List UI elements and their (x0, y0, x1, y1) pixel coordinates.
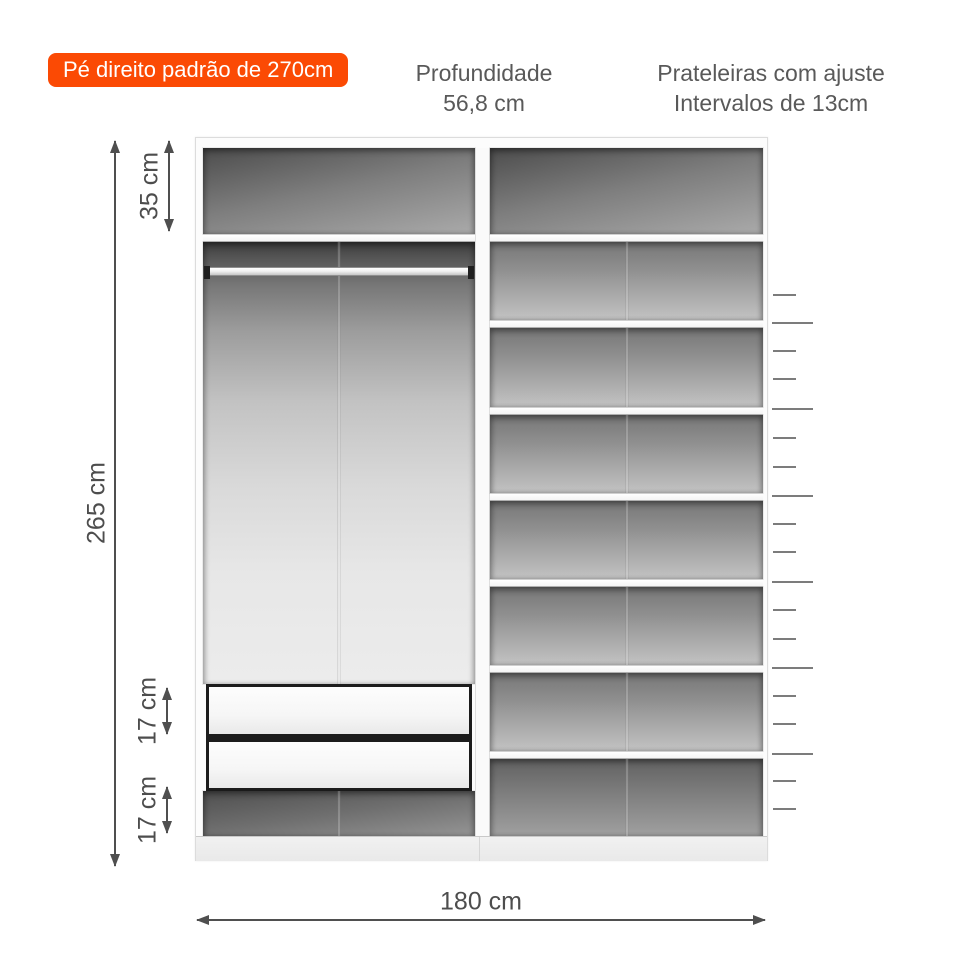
total-height-arrow (114, 141, 116, 866)
total-width-arrow (197, 919, 765, 921)
shelf-interval-tick-long (772, 667, 813, 669)
left-bottom-compartment (203, 791, 475, 836)
shelf-interval-tick-long (772, 495, 813, 497)
shelf-interval-tick-short (773, 723, 796, 725)
drawer-height-arrow (166, 688, 168, 734)
right-compartment (490, 587, 763, 665)
left-fixed-shelf (203, 234, 475, 242)
depth-annotation-title: Profundidade (415, 60, 553, 86)
adjustable-shelf (490, 407, 763, 415)
center-divider-panel (475, 148, 490, 836)
base-seam (479, 837, 480, 861)
right-compartment (490, 328, 763, 407)
shelf-interval-tick-short (773, 695, 796, 697)
top-compartment-arrow (168, 141, 170, 231)
adjustable-shelf (490, 320, 763, 328)
shelf-interval-tick-short (773, 294, 796, 296)
shelf-interval-tick-short (773, 551, 796, 553)
adjustable-shelves-value: Intervalos de 13cm (673, 90, 869, 116)
right-section (490, 138, 763, 862)
shelf-interval-tick-long (772, 753, 813, 755)
shelf-interval-tick-short (773, 808, 796, 810)
right-compartment (490, 673, 763, 751)
shelf-interval-tick-short (773, 638, 796, 640)
shelf-interval-tick-long (772, 408, 813, 410)
shelf-interval-tick-long (772, 322, 813, 324)
right-compartment (490, 501, 763, 579)
hanging-rod (204, 266, 474, 279)
hanging-rod-end-left (204, 266, 210, 279)
right-compartment (490, 148, 763, 234)
left-hanging-compartment (203, 242, 475, 684)
top-compartment-label: 35 cm (135, 151, 164, 221)
adjustable-shelf (490, 751, 763, 759)
shelf-interval-tick-short (773, 780, 796, 782)
wardrobe-front-view (195, 137, 768, 861)
shelf-interval-tick-short (773, 523, 796, 525)
shelf-interval-tick-short (773, 609, 796, 611)
right-compartment (490, 242, 763, 320)
adjustable-shelf (490, 579, 763, 587)
bottom-compartment-arrow (166, 787, 168, 833)
adjustable-shelf (490, 493, 763, 501)
bottom-compartment-label: 17 cm (133, 775, 162, 845)
hanging-rod-end-right (468, 266, 474, 279)
shelf-interval-tick-short (773, 378, 796, 380)
left-top-compartment (203, 148, 475, 234)
depth-annotation: Profundidade 56,8 cm (416, 58, 553, 118)
adjustable-shelf (490, 234, 763, 242)
adjustable-shelves-title: Prateleiras com ajuste (657, 60, 885, 86)
adjustable-shelf (490, 665, 763, 673)
shelf-interval-tick-short (773, 350, 796, 352)
depth-annotation-value: 56,8 cm (443, 90, 525, 116)
total-width-label: 180 cm (440, 887, 522, 916)
drawer-height-label: 17 cm (133, 676, 162, 746)
right-compartment (490, 759, 763, 836)
drawer-top (209, 687, 469, 734)
shelf-interval-tick-short (773, 437, 796, 439)
shelf-interval-tick-long (772, 581, 813, 583)
drawer-unit (206, 684, 472, 791)
ceiling-height-badge: Pé direito padrão de 270cm (48, 53, 349, 87)
adjustable-shelves-annotation: Prateleiras com ajuste Intervalos de 13c… (657, 58, 885, 118)
drawer-bottom (209, 741, 469, 788)
shelf-interval-tick-short (773, 466, 796, 468)
hanging-rod-bar (209, 267, 469, 276)
wardrobe-base (196, 836, 767, 861)
right-compartment (490, 415, 763, 493)
total-height-label: 265 cm (82, 462, 111, 544)
